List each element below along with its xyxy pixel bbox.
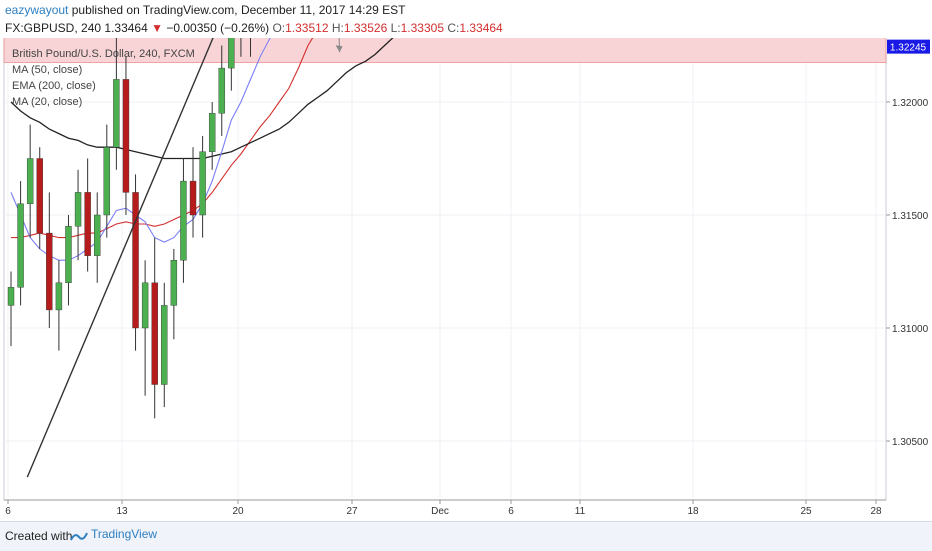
x-tick-label: 6 [5, 506, 11, 517]
candles [7, 38, 251, 419]
candle-body [113, 79, 120, 148]
x-tick-label: 6 [508, 506, 514, 517]
close-label: C: [447, 21, 460, 35]
plot-frame [3, 40, 887, 501]
footer-bar: Created with TradingView [0, 521, 932, 551]
lower-triangle-line[interactable] [26, 38, 399, 478]
candle-body [103, 146, 111, 216]
candle-body [161, 305, 168, 385]
candle-body [17, 203, 24, 288]
tradingview-link[interactable]: TradingView [91, 527, 158, 541]
candle-body [7, 287, 15, 306]
published-text: published on TradingView.com, December 1… [71, 3, 406, 17]
x-tick-label: 28 [870, 506, 882, 517]
candle-body [74, 192, 82, 227]
candle-body [189, 180, 197, 216]
candle-body [46, 232, 53, 311]
candle-body [170, 259, 178, 306]
y-tick-label: 1.31500 [892, 211, 929, 222]
close-value: 1.33464 [459, 21, 503, 35]
price-label-text: 1.32245 [890, 43, 927, 54]
candle-body [208, 113, 216, 152]
price-labels: 1.347891.343811.340281.340291.3346402:30… [887, 39, 930, 54]
low-value: 1.33305 [400, 21, 444, 35]
chart-header: eazywayout published on TradingView.com,… [0, 0, 932, 38]
tradingview-logo-icon[interactable] [70, 530, 88, 542]
high-value: 1.33526 [343, 21, 388, 35]
high-label: H: [331, 21, 344, 35]
open-value: 1.33512 [285, 21, 329, 35]
open-label: O: [272, 21, 286, 35]
symbol-label: FX:GBPUSD, 240 [5, 21, 102, 35]
support-zones [3, 38, 887, 63]
grid-lines [4, 41, 886, 500]
legend-ema200: EMA (200, close) [12, 80, 96, 92]
x-tick-label: 18 [687, 506, 699, 517]
candle-body [122, 79, 130, 193]
candle-body [132, 192, 139, 329]
legend-ma50: MA (50, close) [12, 64, 82, 76]
publish-line: eazywayout published on TradingView.com,… [5, 3, 405, 17]
candle-body [36, 158, 43, 234]
y-tick-label: 1.31000 [892, 324, 929, 335]
x-tick-label: 27 [346, 506, 358, 517]
candle-body [151, 282, 158, 385]
last-price: 1.33464 [104, 21, 148, 35]
candle-body [84, 192, 91, 256]
x-tick-label: Dec [431, 506, 449, 517]
candle-body [180, 180, 187, 261]
created-with-text: Created with [5, 529, 73, 543]
pink-zone-lower [3, 38, 887, 63]
price-chart[interactable]: 1.360001.355001.350001.345001.340001.335… [0, 38, 932, 521]
down-arrow-icon: ▼ [151, 21, 164, 35]
series-line-ma20 [10, 38, 271, 261]
x-tick-label: 11 [575, 506, 586, 517]
y-tick-label: 1.30500 [892, 437, 929, 448]
low-label: L: [390, 21, 401, 35]
candle-body [218, 67, 225, 114]
ohlc-line: FX:GBPUSD, 240 1.33464 ▼ −0.00350 (−0.26… [5, 21, 503, 35]
price-label-box [887, 39, 930, 54]
author-link[interactable]: eazywayout [5, 3, 69, 17]
candle-body [26, 158, 34, 204]
candle-body [199, 151, 206, 216]
x-tick-label: 13 [116, 506, 128, 517]
candle-body [65, 226, 72, 284]
candle-body [94, 214, 101, 256]
x-tick-label: 20 [232, 506, 244, 517]
candle-body [55, 282, 63, 311]
price-axis[interactable]: 1.360001.355001.350001.345001.340001.335… [886, 38, 929, 448]
time-axis[interactable]: 6 13 20 27 Dec 6 11 18 25 28 [4, 499, 886, 517]
price-change: −0.00350 (−0.26%) [166, 21, 270, 35]
candle-body [228, 38, 235, 69]
candle-body [141, 282, 149, 329]
trendlines[interactable] [26, 38, 399, 478]
y-tick-label: 1.32000 [892, 98, 929, 109]
legend-title: British Pound/U.S. Dollar, 240, FXCM [12, 48, 195, 60]
x-tick-label: 25 [800, 506, 812, 517]
chart-legend: British Pound/U.S. Dollar, 240, FXCM MA … [12, 48, 195, 108]
legend-ma20: MA (20, close) [12, 96, 82, 108]
projection-arrowhead [335, 45, 343, 53]
